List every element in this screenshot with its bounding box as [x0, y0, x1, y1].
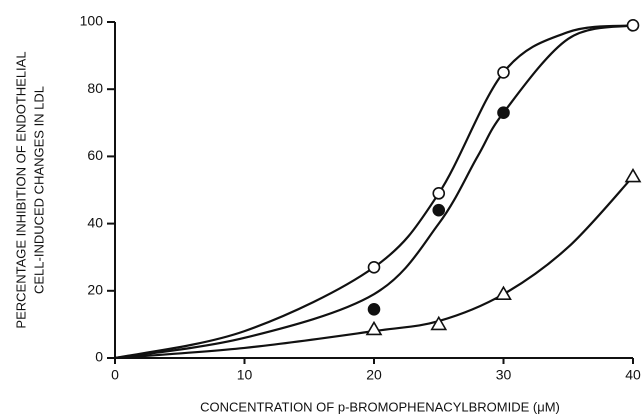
x-tick-label: 0 — [111, 367, 119, 383]
data-point — [626, 19, 640, 32]
x-axis-label: CONCENTRATION OF p-BROMOPHENACYLBROMIDE … — [200, 399, 560, 414]
data-point — [367, 260, 381, 274]
y-tick-label: 40 — [87, 214, 103, 230]
y-axis-label: PERCENTAGE INHIBITION OF ENDOTHELIAL — [13, 51, 28, 328]
data-point — [430, 315, 448, 331]
y-tick-label: 60 — [87, 147, 103, 163]
data-point — [497, 106, 510, 120]
data-point — [624, 167, 642, 183]
y-axis-label: CELL-INDUCED CHANGES IN LDL — [31, 86, 46, 294]
data-point — [367, 302, 381, 316]
fitted-curve — [114, 175, 634, 360]
x-tick-label: 30 — [496, 367, 512, 383]
fitted-curve — [114, 24, 634, 360]
x-tick-label: 10 — [237, 367, 253, 383]
y-tick-label: 100 — [80, 13, 104, 29]
y-tick-label: 0 — [95, 349, 103, 365]
x-tick-label: 40 — [625, 367, 641, 383]
y-tick-label: 20 — [87, 282, 103, 298]
y-tick-label: 80 — [87, 80, 103, 96]
x-tick-label: 20 — [366, 367, 382, 383]
data-point — [432, 187, 446, 200]
data-point — [365, 320, 383, 336]
data-point — [432, 203, 446, 217]
data-point — [495, 285, 512, 300]
data-point — [497, 66, 510, 79]
fitted-curve — [114, 24, 634, 360]
